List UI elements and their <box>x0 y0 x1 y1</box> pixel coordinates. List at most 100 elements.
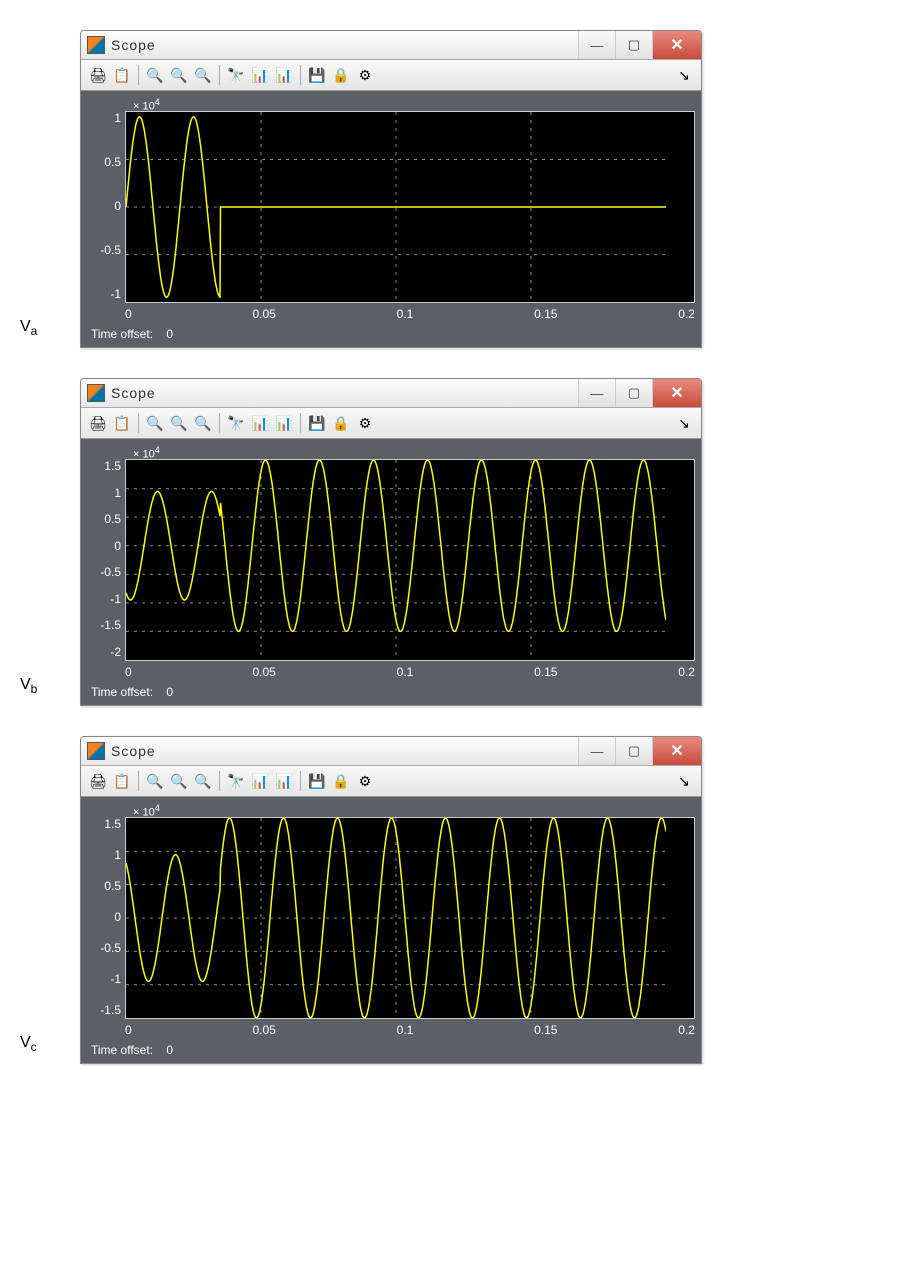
toolbar-button-4[interactable]: 🔍 <box>192 412 214 434</box>
toolbar-button-7[interactable]: 📊 <box>273 412 295 434</box>
y-tick: 0.5 <box>104 155 121 169</box>
close-button[interactable]: ✕ <box>652 737 701 765</box>
toolbar-button-6[interactable]: 📊 <box>249 64 271 86</box>
y-tick: 1 <box>114 111 121 125</box>
toolbar-button-5[interactable]: 🔭 <box>225 770 247 792</box>
x-tick: 0.15 <box>534 665 557 679</box>
y-tick: -0.5 <box>100 243 121 257</box>
toolbar-button-6[interactable]: 📊 <box>249 770 271 792</box>
x-tick: 0.1 <box>397 665 414 679</box>
toolbar-button-1[interactable]: 📋 <box>111 64 133 86</box>
app-icon <box>87 384 105 402</box>
footer: Time offset: 0 <box>87 679 695 701</box>
toolbar-sep <box>138 413 139 433</box>
x-tick: 0 <box>125 1023 132 1037</box>
x-tick: 0.2 <box>678 307 695 321</box>
x-tick: 0.05 <box>252 1023 275 1037</box>
toolbar-button-1[interactable]: 📋 <box>111 770 133 792</box>
x-tick: 0.2 <box>678 665 695 679</box>
toolbar-button-8[interactable]: 💾 <box>306 412 328 434</box>
toolbar-menu-icon[interactable]: ↘ <box>673 412 695 434</box>
y-tick: 1 <box>114 848 121 862</box>
close-button[interactable]: ✕ <box>652 379 701 407</box>
y-tick: -1 <box>110 972 121 986</box>
toolbar-button-4[interactable]: 🔍 <box>192 770 214 792</box>
toolbar-button-9[interactable]: 🔒 <box>330 412 352 434</box>
toolbar-button-4[interactable]: 🔍 <box>192 64 214 86</box>
toolbar-sep <box>300 413 301 433</box>
footer-value: 0 <box>166 685 173 699</box>
y-tick: -1 <box>110 287 121 301</box>
x-tick: 0 <box>125 665 132 679</box>
toolbar-button-1[interactable]: 📋 <box>111 412 133 434</box>
footer-label: Time offset: <box>91 685 153 699</box>
toolbar-button-10[interactable]: ⚙ <box>354 412 376 434</box>
close-button[interactable]: ✕ <box>652 31 701 59</box>
toolbar: 🖨📋🔍🔍🔍🔭📊📊💾🔒⚙↘ <box>81 60 701 91</box>
toolbar-sep <box>300 771 301 791</box>
footer-label: Time offset: <box>91 1043 153 1057</box>
toolbar: 🖨📋🔍🔍🔍🔭📊📊💾🔒⚙↘ <box>81 766 701 797</box>
maximize-button[interactable]: ▢ <box>615 737 652 765</box>
label-text: V <box>20 318 31 335</box>
x-axis: 00.050.10.150.2 <box>125 661 695 679</box>
scope-window: Scope — ▢ ✕ 🖨📋🔍🔍🔍🔭📊📊💾🔒⚙↘ × 104 1.510.50-… <box>80 736 702 1064</box>
maximize-button[interactable]: ▢ <box>615 379 652 407</box>
label-sub: b <box>31 682 38 696</box>
app-icon <box>87 36 105 54</box>
y-tick: -1.5 <box>100 618 121 632</box>
y-tick: 1.5 <box>104 817 121 831</box>
x-tick: 0.2 <box>678 1023 695 1037</box>
y-tick: 0 <box>114 910 121 924</box>
toolbar-menu-icon[interactable]: ↘ <box>673 64 695 86</box>
toolbar-button-5[interactable]: 🔭 <box>225 412 247 434</box>
window-title: Scope <box>111 37 578 53</box>
toolbar-button-3[interactable]: 🔍 <box>168 412 190 434</box>
toolbar-button-9[interactable]: 🔒 <box>330 64 352 86</box>
toolbar-menu-icon[interactable]: ↘ <box>673 770 695 792</box>
toolbar-button-2[interactable]: 🔍 <box>144 64 166 86</box>
toolbar-button-10[interactable]: ⚙ <box>354 770 376 792</box>
toolbar-button-0[interactable]: 🖨 <box>87 64 109 86</box>
x-tick: 0 <box>125 307 132 321</box>
phase-label: Vb <box>20 676 80 706</box>
toolbar-button-0[interactable]: 🖨 <box>87 770 109 792</box>
toolbar-button-5[interactable]: 🔭 <box>225 64 247 86</box>
toolbar-button-8[interactable]: 💾 <box>306 770 328 792</box>
toolbar-sep <box>138 65 139 85</box>
toolbar-button-9[interactable]: 🔒 <box>330 770 352 792</box>
toolbar-button-10[interactable]: ⚙ <box>354 64 376 86</box>
label-text: V <box>20 676 31 693</box>
y-tick: 0.5 <box>104 512 121 526</box>
toolbar-button-6[interactable]: 📊 <box>249 412 271 434</box>
x-tick: 0.15 <box>534 1023 557 1037</box>
minimize-button[interactable]: — <box>578 31 615 59</box>
plot-area <box>125 111 695 303</box>
x-tick: 0.05 <box>252 307 275 321</box>
toolbar-button-0[interactable]: 🖨 <box>87 412 109 434</box>
toolbar-button-8[interactable]: 💾 <box>306 64 328 86</box>
toolbar-button-7[interactable]: 📊 <box>273 770 295 792</box>
minimize-button[interactable]: — <box>578 379 615 407</box>
label-text: V <box>20 1034 31 1051</box>
y-tick: -0.5 <box>100 941 121 955</box>
toolbar-sep <box>138 771 139 791</box>
footer-label: Time offset: <box>91 327 153 341</box>
toolbar-button-3[interactable]: 🔍 <box>168 770 190 792</box>
toolbar-button-3[interactable]: 🔍 <box>168 64 190 86</box>
toolbar-button-2[interactable]: 🔍 <box>144 412 166 434</box>
y-tick: -0.5 <box>100 565 121 579</box>
toolbar-button-2[interactable]: 🔍 <box>144 770 166 792</box>
x-tick: 0.1 <box>397 307 414 321</box>
y-tick: 1 <box>114 486 121 500</box>
maximize-button[interactable]: ▢ <box>615 31 652 59</box>
y-tick: 0 <box>114 539 121 553</box>
scope-body: × 104 10.50-0.5-1 00.050.10.150.2 Time o… <box>81 91 701 347</box>
y-axis: 10.50-0.5-1 <box>87 111 125 301</box>
toolbar-button-7[interactable]: 📊 <box>273 64 295 86</box>
app-icon <box>87 742 105 760</box>
y-tick: -1.5 <box>100 1003 121 1017</box>
titlebar: Scope — ▢ ✕ <box>81 379 701 408</box>
minimize-button[interactable]: — <box>578 737 615 765</box>
titlebar: Scope — ▢ ✕ <box>81 31 701 60</box>
